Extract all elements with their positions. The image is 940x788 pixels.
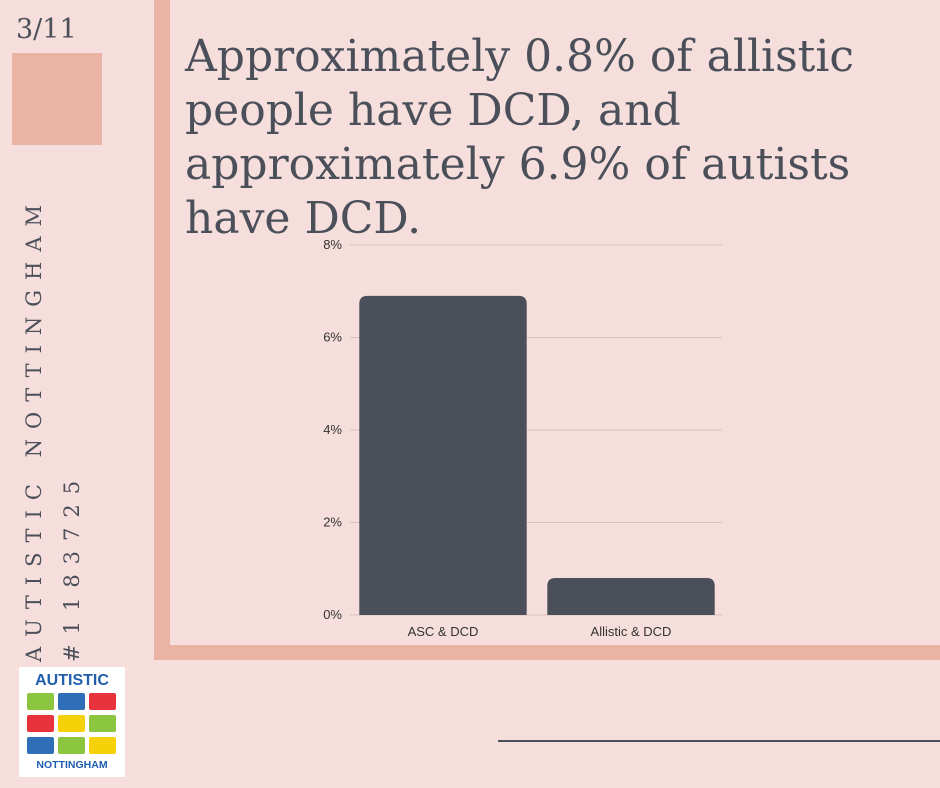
logo: AUTISTIC NOTTINGHAM	[19, 667, 125, 777]
logo-top-text: AUTISTIC	[35, 672, 109, 689]
y-tick-label: 4%	[323, 422, 342, 437]
x-category-label: ASC & DCD	[408, 624, 479, 639]
logo-square	[89, 693, 116, 710]
y-tick-label: 0%	[323, 607, 342, 622]
logo-square	[27, 715, 54, 732]
headline: Approximately 0.8% of allistic people ha…	[185, 31, 855, 244]
logo-square	[58, 693, 85, 710]
x-category-label: Allistic & DCD	[591, 624, 672, 639]
logo-square	[58, 715, 85, 732]
frame-bottom-border	[154, 645, 940, 660]
logo-square	[27, 737, 54, 754]
bar	[547, 578, 715, 615]
logo-square	[58, 737, 85, 754]
accent-square	[12, 53, 102, 145]
logo-bottom-text: NOTTINGHAM	[36, 759, 108, 771]
y-tick-label: 8%	[323, 237, 342, 252]
divider-line	[498, 740, 940, 742]
bar	[359, 295, 527, 615]
logo-square	[89, 737, 116, 754]
organisation-name: AUTISTIC NOTTINGHAM	[22, 194, 46, 662]
logo-square	[27, 693, 54, 710]
logo-square	[89, 715, 116, 732]
page-number: 3/11	[16, 14, 77, 45]
charity-number: #1183725	[60, 470, 84, 662]
y-tick-label: 2%	[323, 515, 342, 530]
bar-chart: 0% 2% 4% 6% 8% ASC & DCD Allistic & DCD	[323, 237, 722, 639]
y-tick-label: 6%	[323, 330, 342, 345]
frame-left-border	[154, 0, 170, 660]
